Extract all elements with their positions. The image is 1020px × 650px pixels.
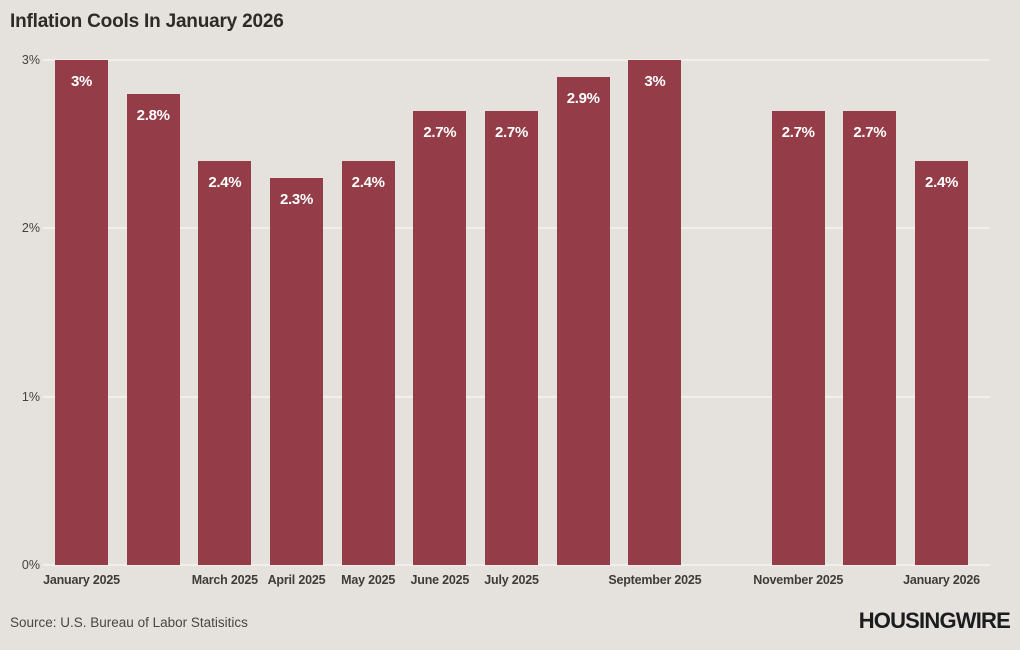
bar-value-label: 2.4% <box>208 174 242 192</box>
bar: 2.7% <box>771 110 825 565</box>
bar: 2.8% <box>126 93 180 565</box>
source-note: Source: U.S. Bureau of Labor Statisitics <box>10 615 248 630</box>
y-axis-tick-label: 0% <box>21 558 40 572</box>
gridline-3% <box>43 59 990 62</box>
bar: 2.4% <box>341 161 395 565</box>
y-axis-tick-label: 1% <box>21 389 40 404</box>
x-axis-tick-label: July 2025 <box>484 573 539 587</box>
y-axis-tick-label: 3% <box>21 53 40 68</box>
x-axis-tick-label: September 2025 <box>608 573 702 587</box>
x-axis-tick-label: January 2026 <box>903 573 980 587</box>
bar-value-label: 2.4% <box>925 174 959 192</box>
bar-value-label: 3% <box>644 73 666 91</box>
bar-value-label: 3% <box>70 73 93 91</box>
bar: 3% <box>628 60 682 565</box>
x-axis-tick-label: March 2025 <box>191 573 258 587</box>
bar: 2.7% <box>843 110 897 565</box>
bar-value-label: 2.7% <box>853 123 887 141</box>
x-axis-tick-label: May 2025 <box>341 573 396 587</box>
bar-value-label: 2.3% <box>280 190 313 208</box>
x-axis-tick-label: November 2025 <box>753 573 844 587</box>
bar: 2.3% <box>270 177 323 565</box>
bar: 3% <box>55 60 108 565</box>
x-axis-tick-label: January 2025 <box>43 573 120 587</box>
bar: 2.7% <box>485 110 539 565</box>
y-axis-tick-label: 2% <box>21 221 40 236</box>
bar-value-label: 2.7% <box>781 123 815 141</box>
chart-title: Inflation Cools In January 2026 <box>10 11 284 32</box>
bar: 2.7% <box>413 110 467 565</box>
bar-value-label: 2.8% <box>136 106 170 124</box>
bar-value-label: 2.7% <box>423 123 457 141</box>
bar-value-label: 2.4% <box>351 174 385 192</box>
bar: 2.9% <box>556 76 610 565</box>
bar: 2.4% <box>198 161 252 565</box>
x-axis-tick-label: June 2025 <box>410 573 470 587</box>
housingwire-logo: HOUSINGWIRE <box>858 608 1011 633</box>
bar-value-label: 2.7% <box>495 123 529 141</box>
gridline-0% <box>43 564 990 566</box>
x-axis-tick-label: April 2025 <box>267 573 326 587</box>
bar-value-label: 2.9% <box>566 89 600 107</box>
bar: 2.4% <box>915 161 969 565</box>
